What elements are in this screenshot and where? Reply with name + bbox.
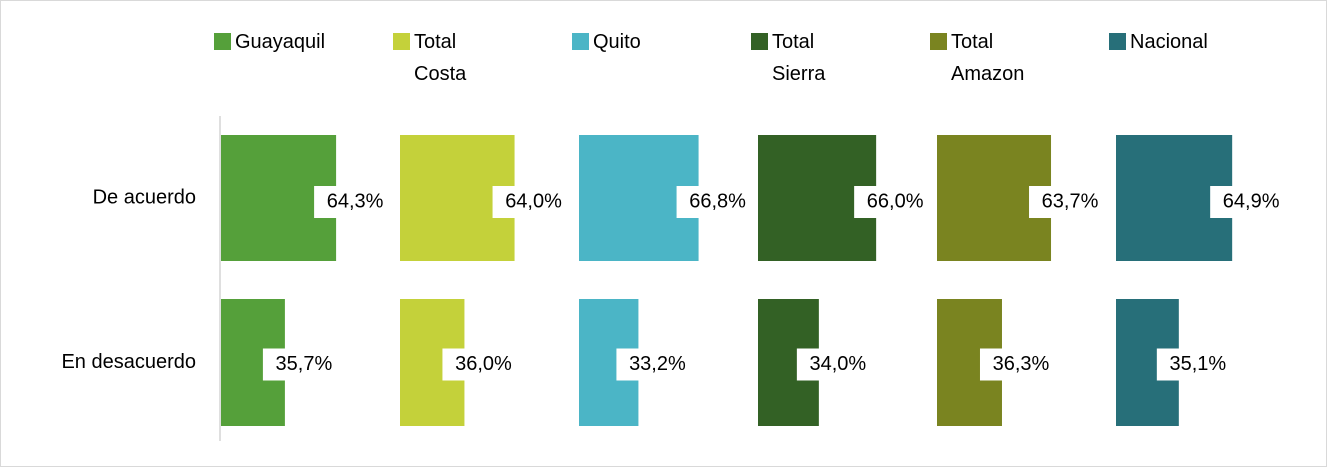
legend-label: Total Sierra xyxy=(772,31,826,85)
legend-label: Quito xyxy=(593,31,641,53)
data-label: 64,3% xyxy=(327,190,384,212)
data-label-bg xyxy=(442,348,525,381)
data-label: 35,1% xyxy=(1169,353,1226,375)
data-label: 33,2% xyxy=(629,353,686,375)
data-label: 64,0% xyxy=(505,190,562,212)
data-label: 36,0% xyxy=(455,353,512,375)
legend-label: Total Costa xyxy=(414,31,467,85)
legend-swatch xyxy=(930,33,947,50)
data-label-bg xyxy=(314,186,397,218)
data-label: 64,9% xyxy=(1223,190,1280,212)
data-label: 36,3% xyxy=(993,353,1050,375)
data-label: 66,0% xyxy=(867,190,924,212)
category-label: De acuerdo xyxy=(93,186,196,208)
legend-swatch xyxy=(214,33,231,50)
legend-label: Nacional xyxy=(1130,31,1208,53)
data-label-bg xyxy=(854,186,937,218)
data-label: 63,7% xyxy=(1042,190,1099,212)
data-label-bg xyxy=(616,348,699,381)
data-label-bg xyxy=(492,186,575,218)
data-label-bg xyxy=(796,348,879,381)
legend-swatch xyxy=(572,33,589,50)
data-label-bg xyxy=(676,186,759,218)
category-label: En desacuerdo xyxy=(61,351,196,373)
data-label: 66,8% xyxy=(689,190,746,212)
data-label-bg xyxy=(1156,348,1239,381)
legend-swatch xyxy=(393,33,410,50)
legend-swatch xyxy=(1109,33,1126,50)
data-label-bg xyxy=(1210,186,1293,218)
legend-label: Total Amazon xyxy=(951,31,1025,85)
legend-swatch xyxy=(751,33,768,50)
data-label-bg xyxy=(1029,186,1112,218)
data-label-bg xyxy=(262,348,345,381)
data-label: 35,7% xyxy=(276,353,333,375)
data-label-bg xyxy=(979,348,1062,381)
data-label: 34,0% xyxy=(810,353,867,375)
legend-label: Guayaquil xyxy=(235,31,326,53)
